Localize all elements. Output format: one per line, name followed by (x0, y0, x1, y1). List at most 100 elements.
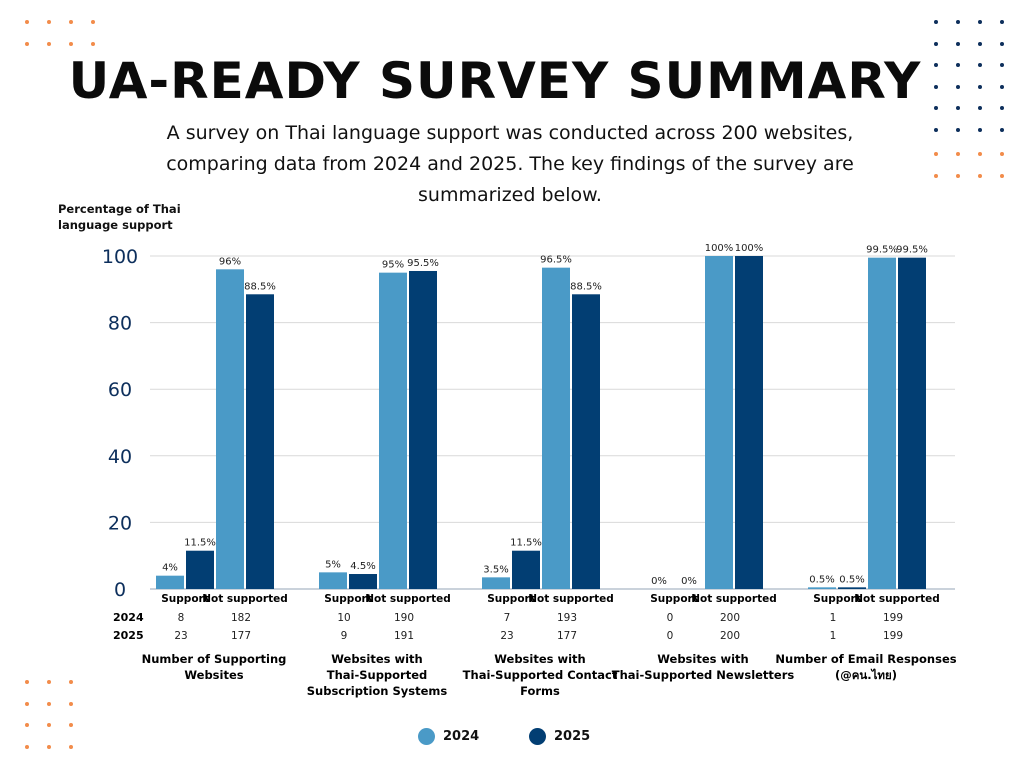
count-cell: 177 (231, 630, 251, 642)
count-cell: 8 (178, 612, 185, 624)
decorative-dot (956, 106, 960, 110)
bar-2024 (542, 267, 570, 589)
data-label: 99.5% (866, 245, 898, 256)
decorative-dot (956, 174, 960, 178)
category-label: Not supported (528, 593, 613, 605)
page-title: UA-READY SURVEY SUMMARY (68, 52, 922, 110)
decorative-dot (1000, 20, 1004, 24)
decorative-dot (978, 84, 982, 89)
data-label: 100% (735, 243, 764, 254)
y-tick-label: 20 (108, 512, 132, 534)
data-label: 0.5% (839, 574, 864, 585)
count-cell: 193 (557, 612, 577, 624)
bar-2025 (898, 257, 926, 589)
category-label: Support (813, 593, 860, 605)
decorative-dot (934, 152, 938, 156)
decorative-dot (47, 701, 51, 706)
decorative-dot (1000, 84, 1004, 89)
data-label: 0% (681, 576, 697, 587)
group-label: Websites with Thai-Supported Contact Forms (463, 652, 618, 698)
count-cell: 191 (394, 630, 414, 642)
category-label: Support (324, 593, 371, 605)
decorative-dot (978, 63, 982, 67)
y-tick-label: 0 (114, 579, 126, 601)
bar-2025 (572, 294, 600, 589)
data-label: 0% (651, 576, 667, 587)
legend-label: 2024 (443, 729, 480, 744)
decorative-dot (1000, 152, 1004, 156)
decorative-dot (956, 63, 960, 67)
decorative-dot (1000, 127, 1004, 132)
decorative-dot (978, 152, 982, 156)
decorative-dot (69, 42, 73, 46)
decorative-dot (934, 20, 938, 24)
data-label: 4.5% (350, 561, 375, 572)
bar-2024 (319, 572, 347, 589)
group-label: Websites with Thai-Supported Newsletters (612, 652, 795, 682)
decorative-dot (956, 127, 960, 132)
data-label: 3.5% (483, 564, 508, 575)
decorative-dot (47, 42, 51, 46)
decorative-dot (69, 680, 73, 684)
bar-2024 (808, 587, 836, 589)
bar-2025 (838, 587, 866, 589)
decorative-dot (69, 701, 73, 706)
decorative-dot (47, 20, 51, 24)
decorative-dot (956, 152, 960, 156)
bar-2025 (409, 270, 437, 589)
decorative-dot (25, 701, 29, 706)
count-cell: 182 (231, 612, 251, 624)
data-label: 11.5% (510, 538, 542, 549)
bar-2024 (156, 575, 184, 589)
group-label: Number of Email Responses (@คน.ไทย) (775, 652, 956, 682)
decorative-dot (25, 20, 29, 24)
decorative-dot (1000, 106, 1004, 110)
decorative-dot (956, 84, 960, 89)
count-cell: 199 (883, 612, 903, 624)
group-label: Number of Supporting Websites (142, 652, 287, 682)
decorative-dot (934, 84, 938, 89)
decorative-dot (1000, 174, 1004, 178)
category-label: Not supported (854, 593, 939, 605)
decorative-dot (1000, 41, 1004, 46)
count-cell: 200 (720, 612, 740, 624)
decorative-dot (934, 127, 938, 132)
count-cell: 0 (667, 612, 674, 624)
decorative-dot (69, 723, 73, 727)
data-label: 0.5% (809, 574, 834, 585)
count-cell: 23 (174, 630, 187, 642)
category-label: Support (161, 593, 208, 605)
row-label-2025: 2025 (113, 629, 144, 642)
legend-swatch-2024 (418, 728, 435, 745)
decorative-dot (934, 41, 938, 46)
data-label: 5% (325, 559, 341, 570)
legend-label: 2025 (554, 729, 591, 744)
decorative-dot (25, 42, 29, 46)
decorative-dot (91, 42, 95, 46)
count-cell: 0 (667, 630, 674, 642)
bar-2025 (246, 294, 274, 589)
category-label: Support (487, 593, 534, 605)
legend-swatch-2025 (529, 728, 546, 745)
y-axis-label: Percentage of Thai language support (58, 202, 181, 232)
count-cell: 190 (394, 612, 414, 624)
bar-2024 (482, 577, 510, 589)
decorative-dot (25, 680, 29, 684)
count-cell: 7 (504, 612, 511, 624)
y-tick-label: 100 (102, 246, 138, 268)
decorative-dot (934, 106, 938, 110)
data-label: 11.5% (184, 538, 216, 549)
count-cell: 1 (830, 630, 837, 642)
decorative-dot (978, 20, 982, 24)
bar-2024 (379, 272, 407, 589)
data-label: 88.5% (244, 281, 276, 292)
decorative-dot (91, 20, 95, 24)
data-label: 4% (162, 563, 178, 574)
decorative-dot (69, 744, 73, 749)
bar-2025 (186, 550, 214, 589)
decorative-dot (25, 723, 29, 727)
row-label-2024: 2024 (113, 611, 144, 624)
decorative-dot (956, 41, 960, 46)
